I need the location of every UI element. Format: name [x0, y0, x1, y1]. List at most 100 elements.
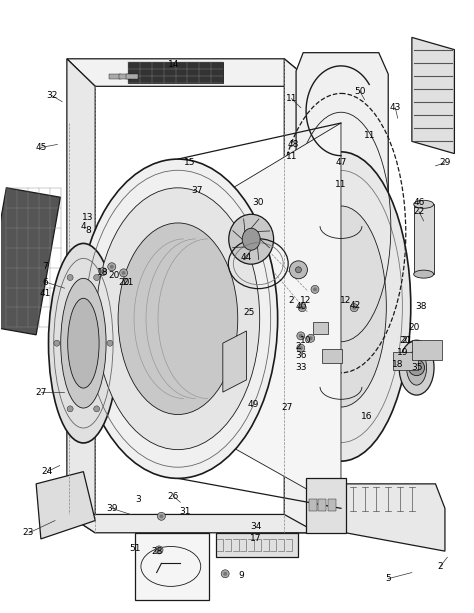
Circle shape	[110, 265, 114, 268]
Polygon shape	[136, 533, 209, 600]
Text: 44: 44	[241, 253, 252, 262]
Circle shape	[54, 340, 60, 346]
Text: 40: 40	[295, 302, 307, 311]
Text: 21: 21	[401, 336, 413, 345]
Ellipse shape	[242, 228, 260, 250]
Circle shape	[107, 340, 113, 346]
Ellipse shape	[414, 200, 434, 208]
Text: 15: 15	[184, 158, 195, 167]
Circle shape	[309, 337, 313, 340]
Ellipse shape	[399, 340, 434, 395]
Bar	[328, 499, 336, 511]
Polygon shape	[178, 123, 341, 508]
Text: 35: 35	[411, 363, 422, 372]
Circle shape	[297, 344, 305, 352]
Bar	[309, 499, 317, 511]
Polygon shape	[128, 62, 223, 83]
Bar	[414, 204, 434, 274]
Ellipse shape	[78, 159, 278, 478]
Text: 2: 2	[296, 342, 301, 351]
Polygon shape	[119, 74, 131, 79]
Circle shape	[223, 572, 227, 576]
Text: 13: 13	[82, 213, 94, 223]
Ellipse shape	[414, 270, 434, 278]
Text: 21: 21	[123, 278, 134, 286]
Ellipse shape	[229, 215, 273, 264]
Polygon shape	[306, 478, 346, 533]
Ellipse shape	[48, 243, 119, 443]
Text: 7: 7	[43, 262, 48, 271]
Text: 12: 12	[340, 296, 351, 305]
Ellipse shape	[61, 278, 106, 408]
Text: 12: 12	[300, 296, 311, 305]
Text: 27: 27	[281, 403, 292, 412]
Polygon shape	[216, 533, 299, 557]
Text: 45: 45	[35, 143, 46, 152]
Text: 27: 27	[35, 387, 46, 397]
Polygon shape	[109, 74, 121, 79]
Polygon shape	[412, 37, 455, 154]
Circle shape	[313, 287, 317, 291]
Circle shape	[290, 261, 308, 279]
Text: 28: 28	[151, 547, 162, 555]
Text: 11: 11	[335, 180, 346, 189]
Text: 4: 4	[81, 223, 86, 232]
Polygon shape	[346, 484, 445, 551]
Polygon shape	[284, 59, 318, 533]
Circle shape	[119, 269, 128, 277]
Text: 5: 5	[385, 574, 391, 583]
Text: 18: 18	[97, 268, 108, 277]
Circle shape	[299, 346, 303, 350]
Bar	[318, 499, 326, 511]
Text: 22: 22	[413, 207, 425, 216]
Text: 8: 8	[85, 226, 91, 235]
Circle shape	[101, 270, 105, 273]
Text: 38: 38	[416, 302, 427, 311]
Circle shape	[300, 306, 304, 310]
Text: 47: 47	[335, 158, 346, 167]
Text: 16: 16	[361, 412, 373, 421]
Polygon shape	[67, 59, 95, 533]
Polygon shape	[223, 331, 246, 392]
Text: 43: 43	[390, 103, 401, 112]
Ellipse shape	[118, 223, 238, 414]
Text: 50: 50	[354, 86, 365, 96]
Circle shape	[99, 268, 107, 276]
Circle shape	[307, 334, 315, 342]
Text: 37: 37	[191, 186, 202, 195]
Text: 6: 6	[43, 278, 48, 286]
Bar	[412, 340, 442, 360]
Ellipse shape	[271, 152, 411, 461]
Text: 20: 20	[409, 324, 420, 332]
Text: 11: 11	[286, 152, 297, 161]
Text: 51: 51	[129, 544, 141, 552]
Text: 3: 3	[135, 495, 141, 504]
Text: 14: 14	[167, 61, 179, 69]
Text: 41: 41	[40, 289, 51, 297]
Bar	[0, 188, 60, 335]
Bar	[322, 349, 342, 364]
Bar	[313, 322, 328, 333]
Ellipse shape	[96, 188, 260, 449]
Text: 20: 20	[109, 272, 120, 280]
Circle shape	[298, 303, 306, 312]
Circle shape	[94, 275, 100, 281]
Circle shape	[155, 546, 163, 554]
Circle shape	[108, 263, 116, 271]
Text: 26: 26	[167, 492, 179, 501]
Text: 36: 36	[295, 351, 307, 360]
Text: 33: 33	[295, 363, 307, 372]
Text: 46: 46	[413, 198, 425, 207]
Circle shape	[221, 569, 229, 578]
Circle shape	[159, 514, 164, 518]
Circle shape	[94, 406, 100, 412]
Bar	[393, 352, 418, 370]
Text: 23: 23	[22, 528, 34, 538]
Text: 11: 11	[286, 94, 297, 103]
Circle shape	[350, 303, 358, 312]
Text: 18: 18	[392, 360, 403, 369]
Text: 42: 42	[349, 301, 361, 310]
Circle shape	[352, 306, 356, 310]
Text: 49: 49	[248, 400, 259, 409]
Polygon shape	[67, 514, 318, 533]
